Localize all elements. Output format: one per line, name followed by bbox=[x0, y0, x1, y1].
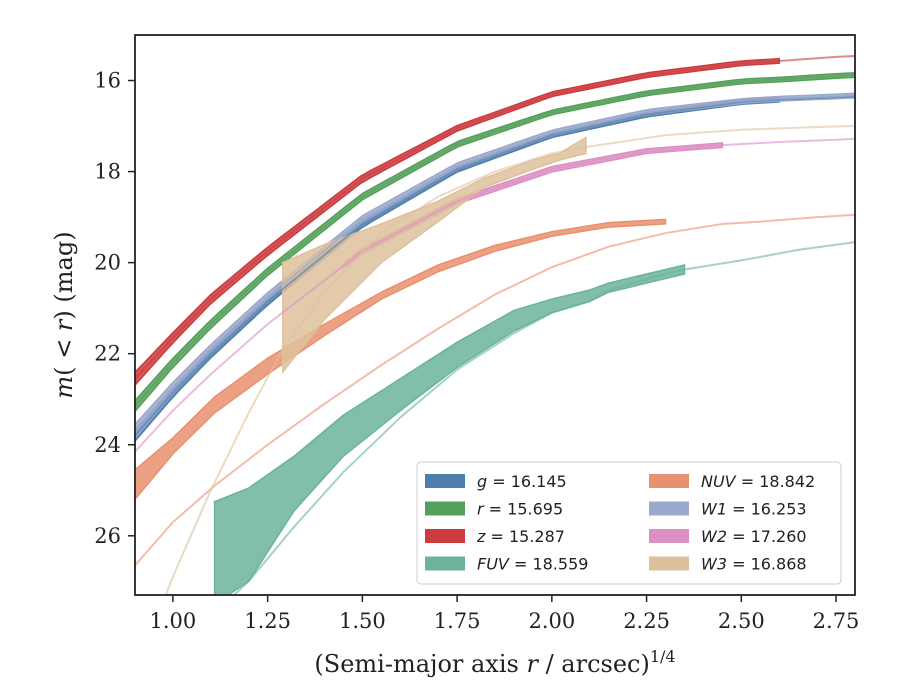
legend-item-w3: W3 = 16.868 bbox=[649, 555, 807, 574]
x-tick-label: 1.50 bbox=[339, 609, 386, 633]
legend-equals: = bbox=[509, 555, 533, 574]
legend-label: r = 15.695 bbox=[477, 500, 563, 519]
x-axis-label-var: r bbox=[526, 650, 539, 678]
x-tick-label: 2.75 bbox=[813, 609, 860, 633]
legend-value: 16.868 bbox=[751, 555, 807, 574]
x-axis-label-exponent: 1/4 bbox=[650, 647, 676, 666]
legend-label: FUV = 18.559 bbox=[477, 555, 588, 574]
x-tick-label: 2.25 bbox=[623, 609, 670, 633]
legend-swatch bbox=[425, 474, 465, 488]
legend-label: W1 = 16.253 bbox=[701, 500, 807, 519]
legend-equals: = bbox=[727, 555, 751, 574]
series-band-fuv bbox=[213, 263, 686, 595]
legend-equals: = bbox=[487, 472, 511, 491]
legend-swatch bbox=[649, 501, 689, 516]
legend-label: NUV = 18.842 bbox=[701, 472, 815, 491]
legend-value: 17.260 bbox=[751, 527, 807, 546]
y-tick-label: 16 bbox=[94, 69, 121, 93]
legend-equals: = bbox=[727, 527, 751, 546]
legend-value: 18.559 bbox=[532, 555, 588, 574]
legend-band-symbol: z bbox=[476, 527, 486, 546]
y-tick-label: 26 bbox=[94, 524, 121, 548]
legend-item-w1: W1 = 16.253 bbox=[649, 500, 807, 519]
legend-value: 15.287 bbox=[509, 527, 565, 546]
series-band-r bbox=[135, 72, 855, 413]
legend-item-fuv: FUV = 18.559 bbox=[425, 555, 588, 574]
legend-box bbox=[416, 461, 842, 585]
legend-swatch bbox=[649, 556, 689, 571]
legend-swatch bbox=[649, 529, 689, 543]
legend-band-symbol: FUV bbox=[477, 555, 510, 574]
y-axis: 16 18 20 22 24 26 bbox=[94, 69, 135, 548]
legend-band-symbol: W2 bbox=[701, 527, 727, 546]
y-axis-label-open: ( bbox=[50, 366, 78, 375]
series-lines bbox=[135, 54, 855, 595]
legend-value: 16.145 bbox=[511, 472, 567, 491]
plot-frame bbox=[134, 34, 856, 596]
y-tick-label: 24 bbox=[94, 433, 121, 457]
legend-swatch bbox=[425, 556, 465, 571]
legend-value: 16.253 bbox=[751, 500, 807, 519]
series-line-w2 bbox=[135, 137, 855, 453]
legend-label: g = 16.145 bbox=[477, 472, 567, 491]
y-axis-label-r: r bbox=[50, 318, 78, 331]
legend-value: 15.695 bbox=[507, 500, 563, 519]
legend-swatch bbox=[649, 474, 689, 488]
series-line-w1 bbox=[135, 94, 855, 432]
y-tick-label: 22 bbox=[94, 342, 121, 366]
legend-equals: = bbox=[484, 500, 508, 519]
legend-label: z = 15.287 bbox=[476, 527, 565, 546]
legend-equals: = bbox=[736, 472, 760, 491]
y-axis-label-close: ) (mag) bbox=[50, 231, 78, 319]
legend-label: W3 = 16.868 bbox=[701, 555, 807, 574]
x-axis: 1.00 1.25 1.50 1.75 2.00 2.25 2.50 2.75 bbox=[150, 595, 860, 633]
x-tick-label: 1.75 bbox=[434, 609, 481, 633]
y-axis-label-lt: < bbox=[50, 331, 78, 366]
legend-band-symbol: g bbox=[477, 472, 487, 491]
legend-item-w2: W2 = 17.260 bbox=[649, 527, 807, 546]
series-line-nuv bbox=[135, 213, 855, 567]
legend-band-symbol: NUV bbox=[701, 472, 737, 491]
legend-swatch bbox=[425, 529, 465, 543]
legend-item-g: g = 16.145 bbox=[425, 472, 567, 491]
series-band-z bbox=[135, 57, 780, 387]
x-tick-label: 1.00 bbox=[150, 609, 197, 633]
y-axis-label-m: m bbox=[50, 376, 78, 399]
legend-band-symbol: r bbox=[477, 500, 485, 519]
x-axis-label-tail: / arcsec) bbox=[538, 650, 650, 678]
series-line-z bbox=[135, 54, 855, 380]
legend-band-symbol: W1 bbox=[701, 500, 727, 519]
x-axis-label-main: (Semi-major axis bbox=[314, 650, 526, 678]
y-axis-label: m( < r) (mag) bbox=[50, 231, 78, 398]
series-line-fuv bbox=[232, 241, 855, 595]
series-line-r bbox=[135, 74, 855, 407]
y-tick-label: 18 bbox=[94, 160, 121, 184]
y-tick-label: 20 bbox=[94, 251, 121, 275]
x-tick-label: 1.25 bbox=[244, 609, 291, 633]
legend: g = 16.145 r = 15.695 z = 15.287 FUV = 18.5… bbox=[416, 461, 842, 585]
legend-item-z: z = 15.287 bbox=[425, 527, 565, 546]
series-line-w3 bbox=[164, 125, 855, 595]
legend-item-nuv: NUV = 18.842 bbox=[649, 472, 815, 491]
legend-swatch bbox=[425, 501, 465, 516]
legend-item-r: r = 15.695 bbox=[425, 500, 563, 519]
x-tick-label: 2.00 bbox=[528, 609, 575, 633]
legend-label: W2 = 17.260 bbox=[701, 527, 807, 546]
legend-equals: = bbox=[727, 500, 751, 519]
legend-value: 18.842 bbox=[759, 472, 815, 491]
legend-equals: = bbox=[485, 527, 509, 546]
x-axis-label: (Semi-major axis r / arcsec)1/4 bbox=[314, 647, 675, 678]
legend-band-symbol: W3 bbox=[701, 555, 727, 574]
x-tick-label: 2.50 bbox=[718, 609, 765, 633]
